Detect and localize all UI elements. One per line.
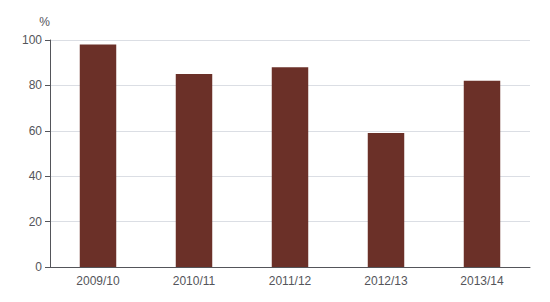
svg-text:60: 60 — [29, 124, 43, 138]
svg-text:2013/14: 2013/14 — [460, 274, 504, 288]
svg-text:2009/10: 2009/10 — [76, 274, 120, 288]
svg-text:80: 80 — [29, 78, 43, 92]
svg-text:40: 40 — [29, 169, 43, 183]
svg-text:2012/13: 2012/13 — [364, 274, 408, 288]
svg-text:%: % — [39, 15, 50, 29]
svg-text:2010/11: 2010/11 — [173, 274, 216, 288]
svg-text:100: 100 — [22, 33, 42, 47]
svg-text:2011/12: 2011/12 — [269, 274, 312, 288]
svg-text:0: 0 — [35, 260, 42, 274]
svg-text:20: 20 — [29, 215, 43, 229]
